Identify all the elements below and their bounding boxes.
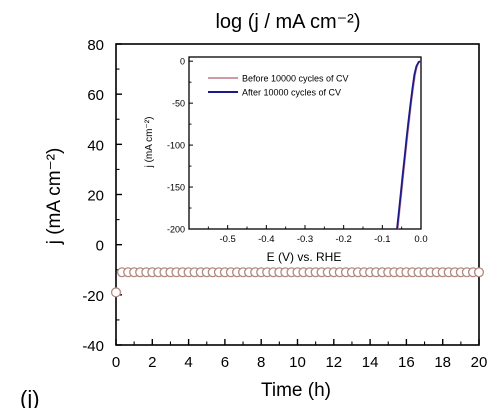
main-x-axis: 0 2 4 6 8 10 12 14 16 18 20 xyxy=(112,339,488,371)
main-y-tick-label: -40 xyxy=(82,338,104,355)
legend-label-1: Before 10000 cycles of CV xyxy=(242,74,349,84)
inset-x-axis-label: E (V) vs. RHE xyxy=(267,250,342,264)
inset-x-tick-label: -0.3 xyxy=(297,234,313,245)
main-y-axis-label: j (mA cm⁻²) xyxy=(44,148,65,246)
inset-y-tick-label: -50 xyxy=(172,99,185,109)
inset-series-line-2 xyxy=(396,60,421,230)
inset-x-tick-label: -0.4 xyxy=(258,234,274,245)
main-chart: 80 60 40 20 0 -20 -40 0 2 4 6 8 10 12 14 16 18 20 j (mA … xyxy=(44,37,487,401)
main-x-tick-label: 12 xyxy=(325,354,342,371)
inset-x-tick-label: -0.5 xyxy=(219,234,235,245)
main-x-tick-label: 2 xyxy=(148,354,156,371)
main-y-tick-label: 40 xyxy=(87,137,104,154)
main-x-tick-label: 14 xyxy=(362,354,379,371)
main-x-tick-label: 16 xyxy=(398,354,415,371)
data-point xyxy=(110,287,122,298)
inset-x-tick-label: -0.2 xyxy=(335,234,351,245)
main-x-tick-label: 4 xyxy=(184,354,192,371)
inset-data-series xyxy=(396,60,422,230)
main-y-tick-label: 80 xyxy=(87,37,104,54)
figure-title: log (j / mA cm⁻²) xyxy=(215,11,360,33)
main-x-tick-label: 10 xyxy=(289,354,306,371)
inset-y-axis: 0 -50 -100 -150 -200 xyxy=(167,57,193,235)
main-y-tick-label: 0 xyxy=(96,238,104,255)
main-y-tick-label: 20 xyxy=(87,188,104,205)
inset-y-tick-label: -100 xyxy=(167,141,185,151)
inset-y-tick-label: 0 xyxy=(180,57,185,67)
main-x-tick-label: 18 xyxy=(434,354,451,371)
main-y-tick-label: -20 xyxy=(82,288,104,305)
main-x-tick-label: 6 xyxy=(221,354,229,371)
panel-label: (j) xyxy=(20,386,40,408)
inset-x-tick-label: -0.1 xyxy=(374,234,390,245)
main-y-axis: 80 60 40 20 0 -20 -40 xyxy=(82,37,122,355)
inset-legend: Before 10000 cycles of CV After 10000 cyc… xyxy=(208,74,349,98)
inset-x-axis: -0.5 -0.4 -0.3 -0.2 -0.1 0.0 xyxy=(207,225,428,245)
inset-y-axis-label: j (mA cm⁻²) xyxy=(144,117,155,169)
inset-y-tick-label: -200 xyxy=(167,225,185,235)
main-x-tick-label: 0 xyxy=(112,354,120,371)
inset-x-tick-label: 0.0 xyxy=(414,234,427,245)
legend-label-2: After 10000 cycles of CV xyxy=(242,88,341,98)
main-x-tick-label: 8 xyxy=(257,354,265,371)
main-x-tick-label: 20 xyxy=(471,354,488,371)
main-x-axis-label: Time (h) xyxy=(261,380,331,401)
main-data-series xyxy=(110,267,485,298)
inset-y-tick-label: -150 xyxy=(167,183,185,193)
main-y-tick-label: 60 xyxy=(87,87,104,104)
inset-chart: 0 -50 -100 -150 -200 -0.5 -0.4 -0.3 -0.2 -0.1 0.0… xyxy=(144,56,428,264)
data-point xyxy=(473,267,485,278)
